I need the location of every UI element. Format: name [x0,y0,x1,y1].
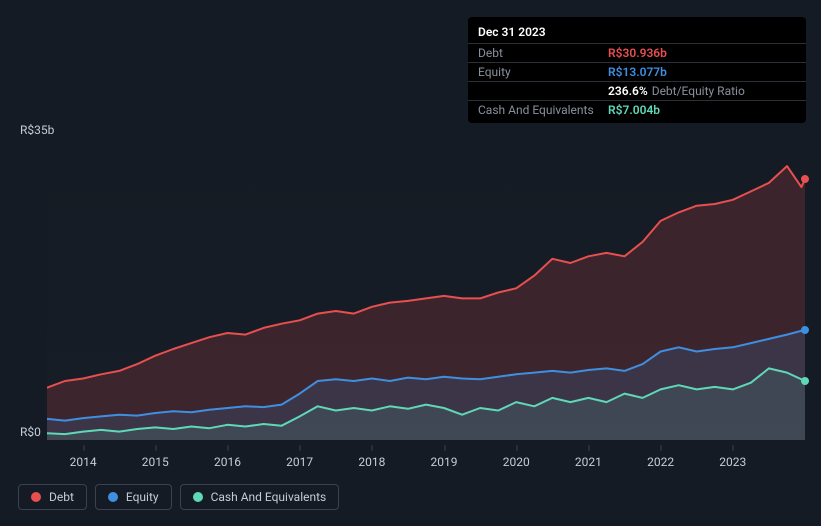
x-axis-tick: 2018 [358,455,385,469]
x-axis-tick: 2014 [70,455,97,469]
tooltip-label: Equity [478,65,608,79]
x-axis-tick: 2015 [142,455,169,469]
series-endpoint-icon [801,175,809,183]
tooltip-value: R$30.936b [608,46,667,60]
x-axis-tick: 2022 [647,455,674,469]
x-axis-tick: 2020 [503,455,530,469]
tooltip-row-equity: Equity R$13.077b [468,63,806,81]
tooltip-value: R$13.077b [608,65,667,79]
x-axis-tick: 2019 [431,455,458,469]
chart-legend: Debt Equity Cash And Equivalents [18,484,339,510]
legend-label: Debt [49,490,74,504]
x-axis-tick: 2016 [214,455,241,469]
tooltip-ratio-value: 236.6% [608,84,648,98]
legend-label: Equity [126,490,159,504]
area-chart: R$35b R$0 201420152016201720182019202020… [0,120,821,480]
plot-area[interactable] [47,145,805,440]
x-axis: 2014201520162017201820192020202120222023 [47,445,805,465]
x-axis-tick: 2021 [575,455,602,469]
x-axis-tick: 2023 [719,455,746,469]
tooltip-value: R$7.004b [608,103,660,117]
tooltip-date: Dec 31 2023 [468,21,806,43]
tooltip-row-ratio: 236.6% Debt/Equity Ratio [468,82,806,100]
series-endpoint-icon [801,326,809,334]
legend-label: Cash And Equivalents [211,490,327,504]
legend-dot-icon [31,492,41,502]
tooltip-row-debt: Debt R$30.936b [468,44,806,62]
legend-item-cash[interactable]: Cash And Equivalents [180,484,340,510]
tooltip-ratio-label: Debt/Equity Ratio [652,84,745,98]
tooltip-label: Cash And Equivalents [478,103,608,117]
y-axis-label-min: R$0 [20,425,41,439]
tooltip-label: Debt [478,46,608,60]
y-axis-label-max: R$35b [20,123,54,137]
series-endpoint-icon [801,377,809,385]
legend-item-debt[interactable]: Debt [18,484,87,510]
legend-dot-icon [193,492,203,502]
tooltip-row-cash: Cash And Equivalents R$7.004b [468,101,806,119]
chart-tooltip: Dec 31 2023 Debt R$30.936b Equity R$13.0… [468,17,806,123]
legend-item-equity[interactable]: Equity [95,484,172,510]
x-axis-tick: 2017 [286,455,313,469]
legend-dot-icon [108,492,118,502]
